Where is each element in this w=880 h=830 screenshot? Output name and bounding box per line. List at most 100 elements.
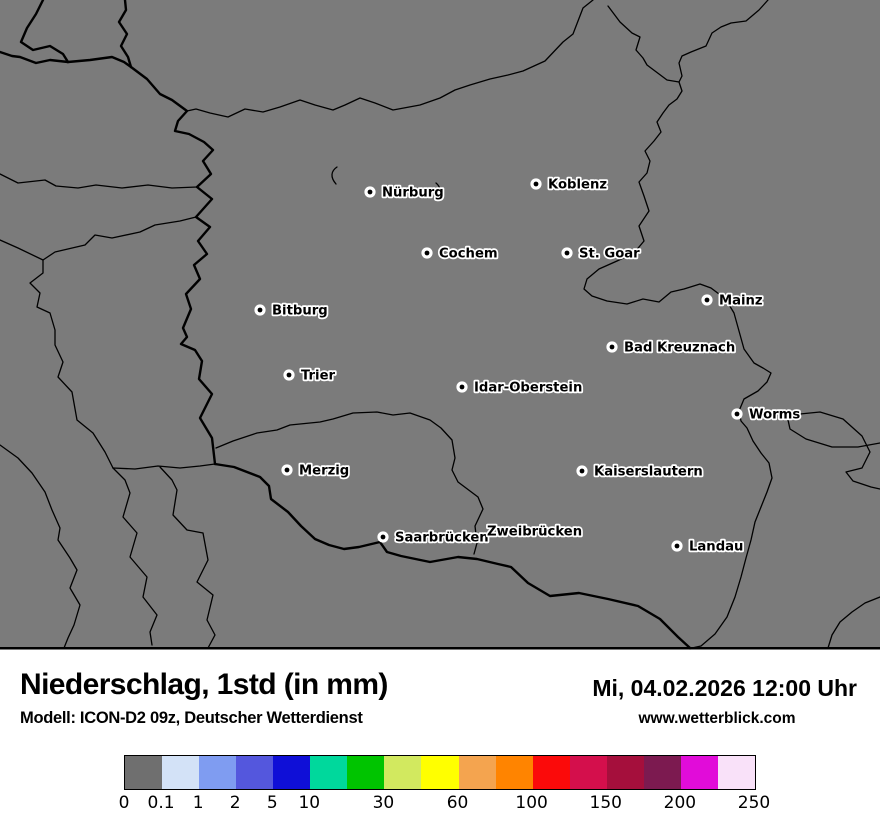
city-marker-trier: Trier [283, 367, 337, 385]
legend-tick-250: 250 [737, 793, 771, 813]
legend-cell-0 [125, 756, 163, 789]
regional-border-2 [583, 0, 773, 649]
regional-border-6 [112, 463, 216, 470]
city-marker-koblenz: Koblenz [530, 176, 609, 194]
city-marker-mainz: Mainz [701, 292, 765, 310]
city-marker-cochem: Cochem [421, 245, 499, 263]
city-marker-worms: Worms [731, 406, 802, 424]
regional-border-9 [0, 444, 81, 649]
legend-cell-9 [458, 756, 497, 789]
regional-border-11 [159, 466, 216, 649]
legend-cell-13 [606, 756, 645, 789]
city-label-merzig: Merzig [299, 464, 349, 479]
city-dot [424, 250, 430, 256]
city-label-idar-oberstein: Idar-Oberstein [474, 381, 582, 396]
legend-tick-200: 200 [663, 793, 697, 813]
legend-tick-5: 5 [266, 793, 278, 813]
legend-tick-1: 1 [192, 793, 204, 813]
legend-tick-10: 10 [298, 793, 321, 813]
city-dot [380, 534, 386, 540]
regional-border-13 [331, 166, 338, 185]
regional-border-5 [42, 216, 197, 261]
legend-tick-labels: 0 0.1 1 2 5 10 30 60 100 150 200 250 [119, 793, 771, 817]
legend-tick-0: 0 [118, 793, 130, 813]
legend-tick-60: 60 [446, 793, 469, 813]
national-border-2 [66, 55, 133, 69]
city-dot [609, 344, 615, 350]
city-label-bitburg: Bitburg [272, 304, 328, 319]
city-marker-st-goar: St. Goar [561, 245, 642, 263]
legend-cell-12 [569, 756, 608, 789]
city-dot [367, 189, 373, 195]
city-marker-merzig: Merzig [281, 462, 351, 480]
map-background [0, 0, 880, 650]
city-label-bad-kreuznach: Bad Kreuznach [624, 341, 735, 356]
city-dot [257, 307, 263, 313]
city-marker-landau: Landau [671, 538, 745, 556]
national-border-3 [117, 0, 133, 69]
legend-tick-0.1: 0.1 [147, 793, 175, 813]
legend-cell-15 [680, 756, 719, 789]
legend-cell-11 [532, 756, 571, 789]
website-url: www.wetterblick.com [638, 710, 796, 727]
regional-border-14 [435, 182, 441, 198]
legend-cell-7 [384, 756, 422, 789]
legend-cell-16 [717, 756, 756, 789]
national-border-4 [129, 65, 217, 466]
city-dot [286, 372, 292, 378]
legend-cell-10 [495, 756, 534, 789]
city-dot [579, 468, 585, 474]
city-label-saarbruecken: Saarbrücken [395, 531, 489, 546]
legend-cell-1 [162, 756, 200, 789]
city-marker-bad-kreuznach: Bad Kreuznach [606, 339, 737, 357]
national-border-5 [213, 462, 692, 650]
national-border-0 [19, 0, 70, 64]
legend-cell-6 [347, 756, 385, 789]
city-marker-zweibruecken: Zweibrücken [485, 523, 584, 541]
city-label-koblenz: Koblenz [548, 178, 607, 193]
city-label-landau: Landau [689, 540, 743, 555]
legend-cell-14 [643, 756, 682, 789]
regional-border-0 [186, 0, 594, 118]
city-label-trier: Trier [301, 369, 336, 384]
legend-cell-2 [199, 756, 237, 789]
legend-cell-3 [236, 756, 274, 789]
city-dot [459, 384, 465, 390]
city-label-kaiserslautern: Kaiserslautern [594, 465, 703, 480]
regional-border-3 [787, 411, 880, 490]
color-scale-legend [124, 755, 756, 790]
regional-border-10 [112, 467, 158, 646]
forecast-datetime: Mi, 04.02.2026 12:00 Uhr [592, 675, 857, 701]
precipitation-map: Nürburg Koblenz Cochem St. Goar Bitburg Mainz… [0, 0, 880, 650]
city-label-worms: Worms [749, 408, 800, 423]
city-marker-idar-oberstein: Idar-Oberstein [456, 379, 584, 397]
city-dot [533, 181, 539, 187]
page-title: Niederschlag, 1std (in mm) [20, 668, 388, 701]
city-dot [284, 467, 290, 473]
regional-border-7 [0, 173, 198, 189]
legend-cell-5 [310, 756, 348, 789]
legend-tick-100: 100 [515, 793, 548, 813]
city-label-nuerburg: Nürburg [382, 186, 444, 201]
city-label-zweibruecken: Zweibrücken [487, 525, 582, 540]
city-dot [674, 543, 680, 549]
legend-cell-8 [421, 756, 460, 789]
regional-border-8 [215, 411, 484, 555]
city-label-cochem: Cochem [439, 247, 498, 262]
national-border-1 [0, 50, 70, 65]
city-marker-nuerburg: Nürburg [364, 184, 445, 202]
city-dot [734, 411, 740, 417]
city-dot [704, 297, 710, 303]
regional-border-12 [827, 596, 880, 649]
legend-tick-150: 150 [589, 793, 622, 813]
legend-tick-2: 2 [229, 793, 241, 813]
city-marker-bitburg: Bitburg [254, 302, 329, 320]
regional-border-1 [607, 5, 680, 83]
legend-cell-4 [273, 756, 311, 789]
city-dot [564, 250, 570, 256]
city-marker-kaiserslautern: Kaiserslautern [576, 463, 704, 481]
regional-border-4 [0, 239, 114, 469]
model-info: Modell: ICON-D2 09z, Deutscher Wetterdie… [20, 709, 363, 727]
city-label-mainz: Mainz [719, 294, 763, 309]
